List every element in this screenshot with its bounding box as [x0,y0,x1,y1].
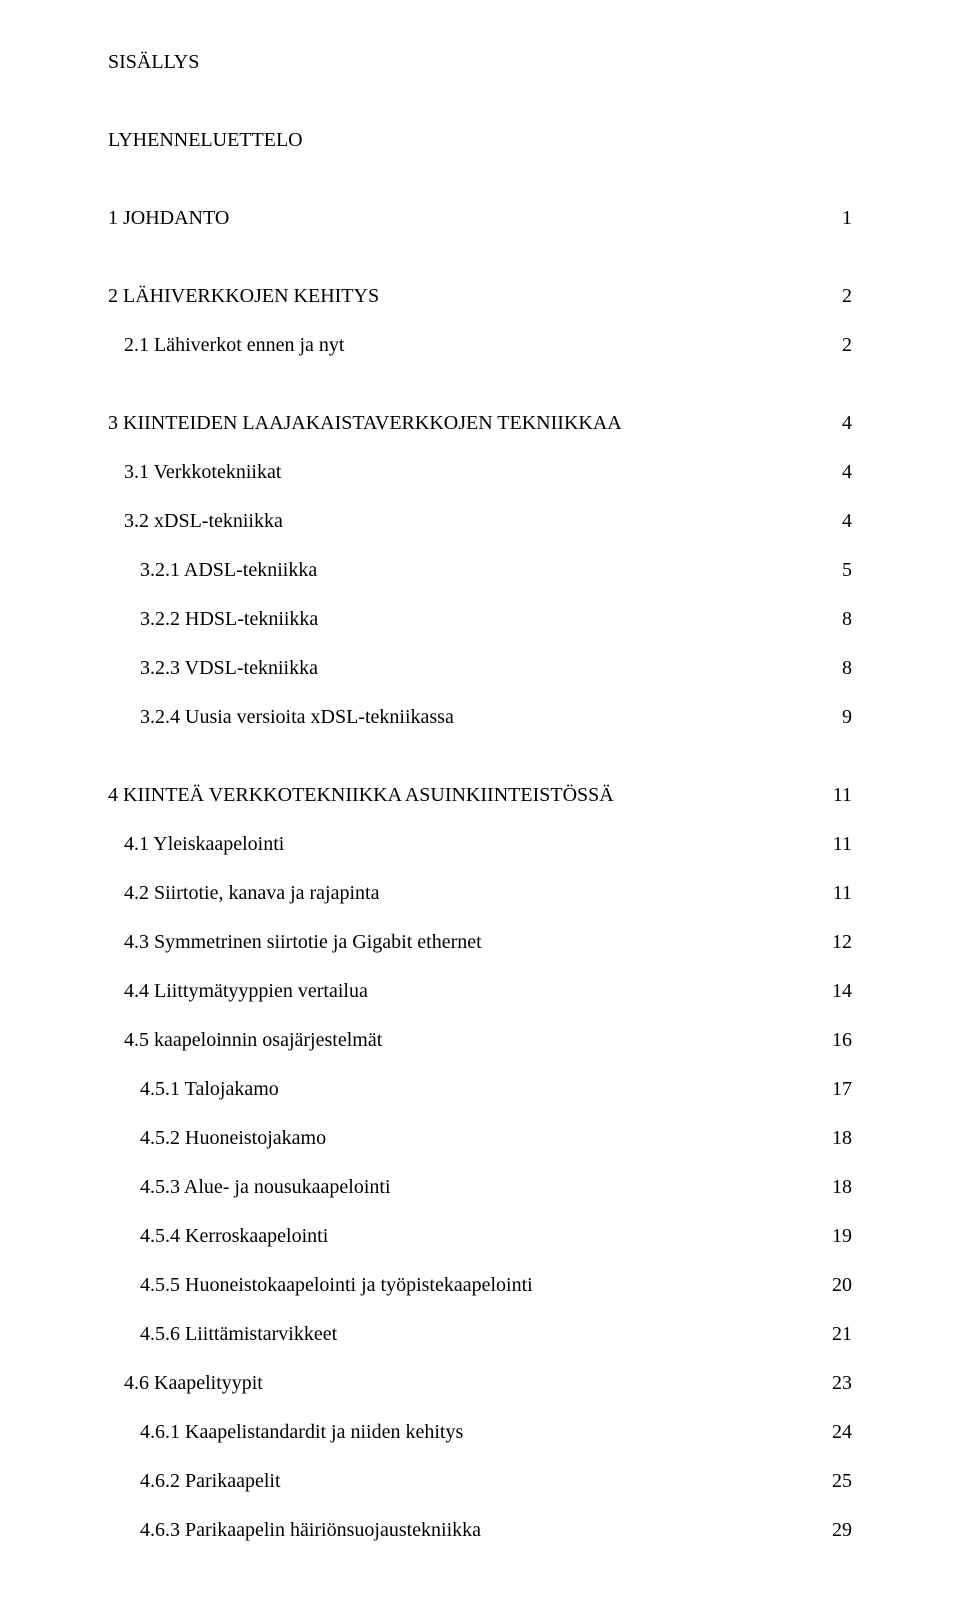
toc-row: 2 LÄHIVERKKOJEN KEHITYS 2 [108,286,852,306]
toc-label: 4.4 Liittymätyyppien vertailua [108,981,368,1001]
toc-row: 4.6.3 Parikaapelin häiriönsuojaustekniik… [108,1520,852,1540]
toc-page-number: 4 [822,413,852,433]
toc-row: 3.1 Verkkotekniikat 4 [108,462,852,482]
abbreviations-heading: LYHENNELUETTELO [108,130,852,150]
toc-label: 4.6.2 Parikaapelit [108,1471,281,1491]
toc-row: 4.6.1 Kaapelistandardit ja niiden kehity… [108,1422,852,1442]
toc-row: 3 KIINTEIDEN LAAJAKAISTAVERKKOJEN TEKNII… [108,413,852,433]
page-title: SISÄLLYS [108,52,852,72]
toc-row: 2.1 Lähiverkot ennen ja nyt 2 [108,335,852,355]
toc-list: 1 JOHDANTO12 LÄHIVERKKOJEN KEHITYS22.1 L… [108,208,852,1540]
toc-page-number: 14 [822,981,852,1001]
toc-page-number: 2 [822,335,852,355]
toc-row: 4.5.3 Alue- ja nousukaapelointi 18 [108,1177,852,1197]
toc-page-number: 20 [822,1275,852,1295]
toc-label: 3.2.2 HDSL-tekniikka [108,609,318,629]
toc-page-number: 18 [822,1177,852,1197]
toc-page-number: 4 [822,511,852,531]
toc-row: 4.4 Liittymätyyppien vertailua 14 [108,981,852,1001]
toc-row: 4.6 Kaapelityypit 23 [108,1373,852,1393]
toc-page-number: 11 [822,834,852,854]
toc-label: 4.5.1 Talojakamo [108,1079,279,1099]
toc-page-number: 11 [822,883,852,903]
toc-label: 4.5.2 Huoneistojakamo [108,1128,326,1148]
toc-page-number: 8 [822,609,852,629]
toc-row: 4.5 kaapeloinnin osajärjestelmät 16 [108,1030,852,1050]
toc-row: 4 KIINTEÄ VERKKOTEKNIIKKA ASUINKIINTEIST… [108,785,852,805]
toc-page-number: 25 [822,1471,852,1491]
toc-row: 4.2 Siirtotie, kanava ja rajapinta 11 [108,883,852,903]
toc-page-number: 2 [822,286,852,306]
toc-row: 3.2.4 Uusia versioita xDSL-tekniikassa 9 [108,707,852,727]
toc-label: 4 KIINTEÄ VERKKOTEKNIIKKA ASUINKIINTEIST… [108,785,614,805]
toc-label: 3 KIINTEIDEN LAAJAKAISTAVERKKOJEN TEKNII… [108,413,622,433]
toc-label: 4.5.3 Alue- ja nousukaapelointi [108,1177,391,1197]
toc-label: 3.2 xDSL-tekniikka [108,511,283,531]
toc-label: 2 LÄHIVERKKOJEN KEHITYS [108,286,379,306]
toc-row: 4.3 Symmetrinen siirtotie ja Gigabit eth… [108,932,852,952]
toc-row: 4.6.2 Parikaapelit 25 [108,1471,852,1491]
toc-page-number: 29 [822,1520,852,1540]
toc-row: 4.5.6 Liittämistarvikkeet 21 [108,1324,852,1344]
toc-page-number: 16 [822,1030,852,1050]
toc-label: 4.5.6 Liittämistarvikkeet [108,1324,337,1344]
toc-label: 1 JOHDANTO [108,208,229,228]
toc-page-number: 24 [822,1422,852,1442]
toc-label: 3.1 Verkkotekniikat [108,462,281,482]
toc-label: 4.1 Yleiskaapelointi [108,834,284,854]
toc-page-number: 18 [822,1128,852,1148]
toc-page-number: 11 [822,785,852,805]
toc-label: 4.6.3 Parikaapelin häiriönsuojaustekniik… [108,1520,481,1540]
toc-row: 4.5.1 Talojakamo 17 [108,1079,852,1099]
toc-label: 4.5.5 Huoneistokaapelointi ja työpisteka… [108,1275,533,1295]
toc-page: SISÄLLYS LYHENNELUETTELO 1 JOHDANTO 1 2 LÄ… [0,0,960,1610]
toc-page-number: 1 [822,208,852,228]
toc-row: 4.5.5 Huoneistokaapelointi ja työpisteka… [108,1275,852,1295]
toc-label: 4.5 kaapeloinnin osajärjestelmät [108,1030,382,1050]
toc-row: 3.2.1 ADSL-tekniikka 5 [108,560,852,580]
toc-label: 4.3 Symmetrinen siirtotie ja Gigabit eth… [108,932,482,952]
toc-page-number: 19 [822,1226,852,1246]
toc-page-number: 8 [822,658,852,678]
toc-label: 4.6.1 Kaapelistandardit ja niiden kehity… [108,1422,463,1442]
toc-label: 4.5.4 Kerroskaapelointi [108,1226,328,1246]
toc-row: 4.5.4 Kerroskaapelointi 19 [108,1226,852,1246]
toc-row: 3.2 xDSL-tekniikka 4 [108,511,852,531]
toc-label: 4.6 Kaapelityypit [108,1373,263,1393]
toc-row: 4.1 Yleiskaapelointi 11 [108,834,852,854]
toc-page-number: 17 [822,1079,852,1099]
toc-label: 4.2 Siirtotie, kanava ja rajapinta [108,883,379,903]
toc-page-number: 12 [822,932,852,952]
toc-label: 3.2.3 VDSL-tekniikka [108,658,318,678]
toc-row: 3.2.2 HDSL-tekniikka 8 [108,609,852,629]
toc-page-number: 4 [822,462,852,482]
toc-row: 4.5.2 Huoneistojakamo 18 [108,1128,852,1148]
toc-page-number: 23 [822,1373,852,1393]
toc-page-number: 9 [822,707,852,727]
toc-label: 2.1 Lähiverkot ennen ja nyt [108,335,345,355]
toc-row: 1 JOHDANTO 1 [108,208,852,228]
toc-row: 3.2.3 VDSL-tekniikka 8 [108,658,852,678]
toc-label: 3.2.4 Uusia versioita xDSL-tekniikassa [108,707,454,727]
toc-page-number: 5 [822,560,852,580]
toc-page-number: 21 [822,1324,852,1344]
toc-label: 3.2.1 ADSL-tekniikka [108,560,317,580]
